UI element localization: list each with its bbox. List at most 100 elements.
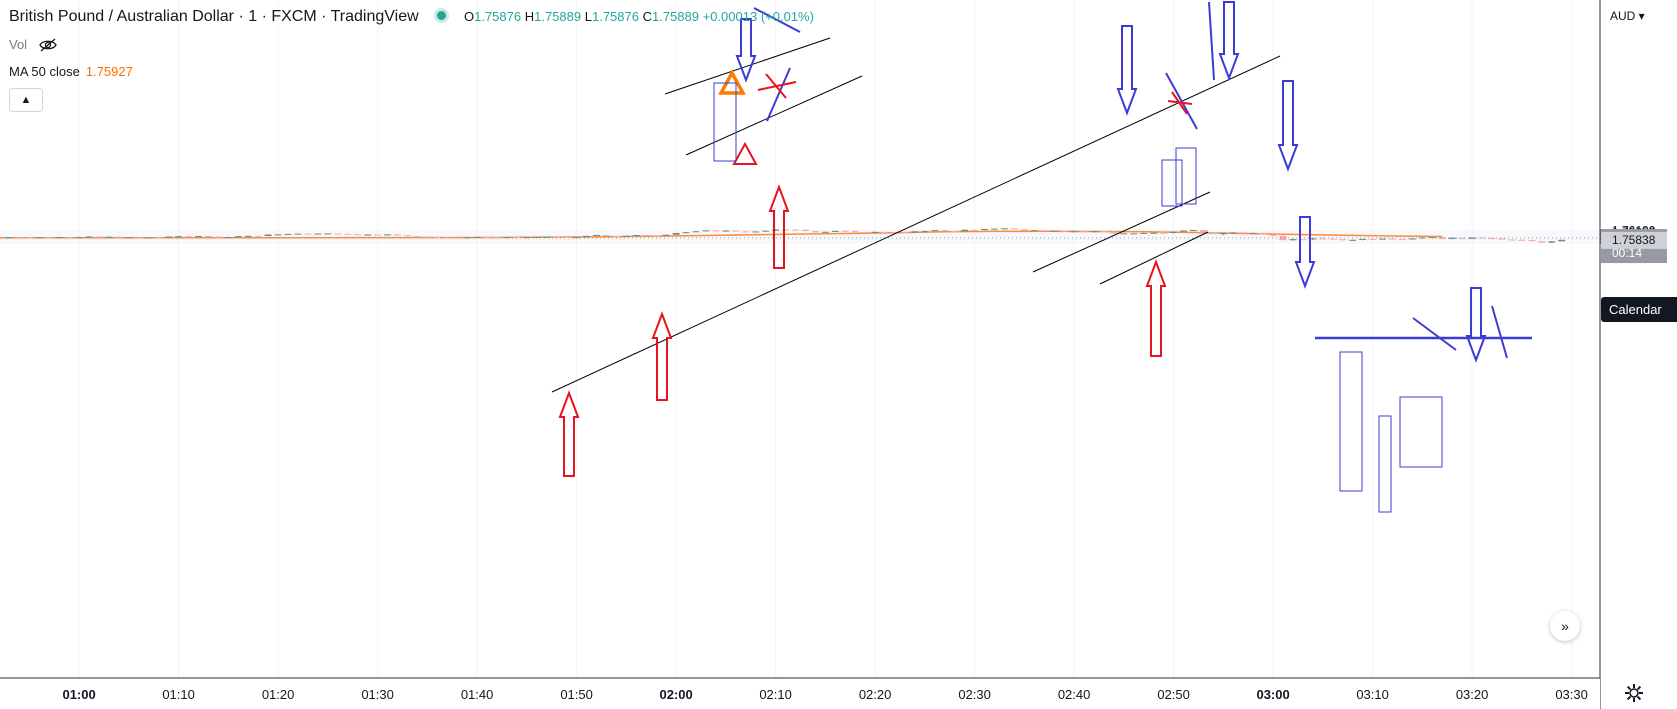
volume-indicator-legend[interactable]: Vol — [9, 37, 57, 55]
candle-body — [742, 231, 750, 233]
candle-body — [1299, 239, 1307, 241]
candle-body — [762, 230, 770, 232]
ohlc-values: O1.75876 H1.75889 L1.75876 C1.75889 +0.0… — [464, 9, 814, 24]
candlestick-series — [0, 228, 1600, 243]
candle-body — [1458, 237, 1466, 239]
candle-body — [1100, 231, 1108, 233]
candle-body — [1478, 237, 1486, 239]
candle-body — [851, 231, 859, 233]
candle-body — [65, 237, 73, 239]
candle-body — [85, 236, 93, 238]
candle-body — [274, 234, 282, 236]
double-chevron-right-icon: » — [1561, 618, 1569, 634]
candle-body — [672, 232, 680, 235]
candle-body — [622, 235, 630, 237]
eye-hidden-icon[interactable] — [38, 38, 57, 55]
candle-body — [811, 231, 819, 233]
candle-body — [294, 233, 302, 235]
candle-body — [523, 237, 531, 239]
candle-body — [374, 234, 382, 236]
candle-body — [1269, 234, 1277, 236]
candle-body — [483, 236, 491, 238]
candle-body — [135, 237, 143, 239]
time-tick-label: 01:00 — [62, 687, 95, 702]
blue-down-arrow — [1277, 80, 1299, 172]
candle-body — [1498, 238, 1506, 240]
countdown-label: 00:14 — [1612, 246, 1642, 260]
candle-body — [1229, 232, 1237, 234]
candle-body — [801, 229, 809, 232]
time-tick-label: 03:00 — [1256, 687, 1289, 702]
candle-body — [1040, 230, 1048, 232]
red-up-arrow — [1145, 259, 1167, 357]
candle-body — [384, 234, 392, 236]
drawing-annotations — [551, 1, 1532, 513]
red-up-arrow — [768, 184, 790, 269]
uptrend-line — [551, 55, 1281, 393]
candle-body — [304, 233, 312, 235]
candle-body — [1359, 238, 1367, 240]
candle-body — [702, 230, 710, 232]
candle-body — [35, 237, 43, 239]
candle-body — [314, 233, 322, 235]
candle-body — [1558, 239, 1566, 242]
candle-body — [792, 229, 799, 231]
candle-body — [1408, 238, 1416, 240]
candle-body — [433, 236, 441, 238]
blue-down-arrow — [1218, 1, 1240, 81]
candle-body — [1389, 238, 1396, 240]
candle-body — [503, 237, 511, 239]
time-tick-label: 01:40 — [461, 687, 494, 702]
candle-body — [1060, 230, 1068, 232]
calendar-button[interactable]: Calendar — [1601, 297, 1677, 322]
chevron-up-icon: ▲ — [20, 94, 32, 106]
volume-label: Vol — [9, 37, 28, 52]
candle-body — [1030, 230, 1038, 232]
candle-body — [364, 234, 372, 236]
blue-diagonal-stroke — [1208, 1, 1215, 81]
gear-icon[interactable] — [1623, 682, 1645, 704]
candle-body — [563, 236, 571, 238]
blue-down-arrow — [1294, 216, 1316, 289]
blue-box — [1161, 159, 1183, 207]
candle-body — [1319, 238, 1327, 240]
candle-body — [394, 234, 401, 236]
candle-body — [214, 236, 222, 238]
candle-body — [1488, 238, 1496, 240]
time-tick-label: 02:10 — [759, 687, 792, 702]
candle-body — [772, 229, 780, 231]
candle-body — [692, 231, 700, 233]
time-tick-label: 01:10 — [162, 687, 195, 702]
candle-body — [344, 233, 352, 235]
candle-body — [782, 229, 790, 231]
candle-body — [1140, 232, 1148, 234]
low-value: 1.75876 — [591, 9, 639, 24]
candle-body — [1209, 232, 1217, 235]
candle-body — [1080, 231, 1088, 233]
blue-down-arrow — [1465, 287, 1487, 363]
ma-indicator-legend[interactable]: MA 50 close 1.75927 — [9, 64, 133, 79]
collapse-legend-button[interactable]: ▲ — [9, 88, 43, 112]
candle-body — [662, 234, 670, 236]
candle-body — [1379, 238, 1387, 240]
candle-body — [971, 229, 979, 231]
candle-body — [583, 235, 591, 238]
candle-body — [533, 236, 541, 238]
candle-body — [453, 237, 461, 239]
candle-body — [264, 234, 272, 237]
candle-body — [224, 236, 232, 238]
blue-diagonal-stroke — [1412, 317, 1457, 351]
blue-box — [1378, 415, 1392, 513]
candle-body — [1309, 238, 1317, 240]
candle-body — [682, 232, 690, 234]
candle-body — [1090, 231, 1098, 233]
candle-body — [423, 236, 431, 238]
candle-body — [752, 231, 760, 233]
candle-body — [1160, 232, 1168, 234]
scroll-to-realtime-button[interactable]: » — [1550, 611, 1580, 641]
candle-body — [463, 237, 471, 239]
candle-body — [712, 230, 720, 232]
symbol-title[interactable]: British Pound / Australian Dollar · 1 · … — [9, 8, 419, 25]
channel-lower-line-2 — [1099, 231, 1209, 285]
